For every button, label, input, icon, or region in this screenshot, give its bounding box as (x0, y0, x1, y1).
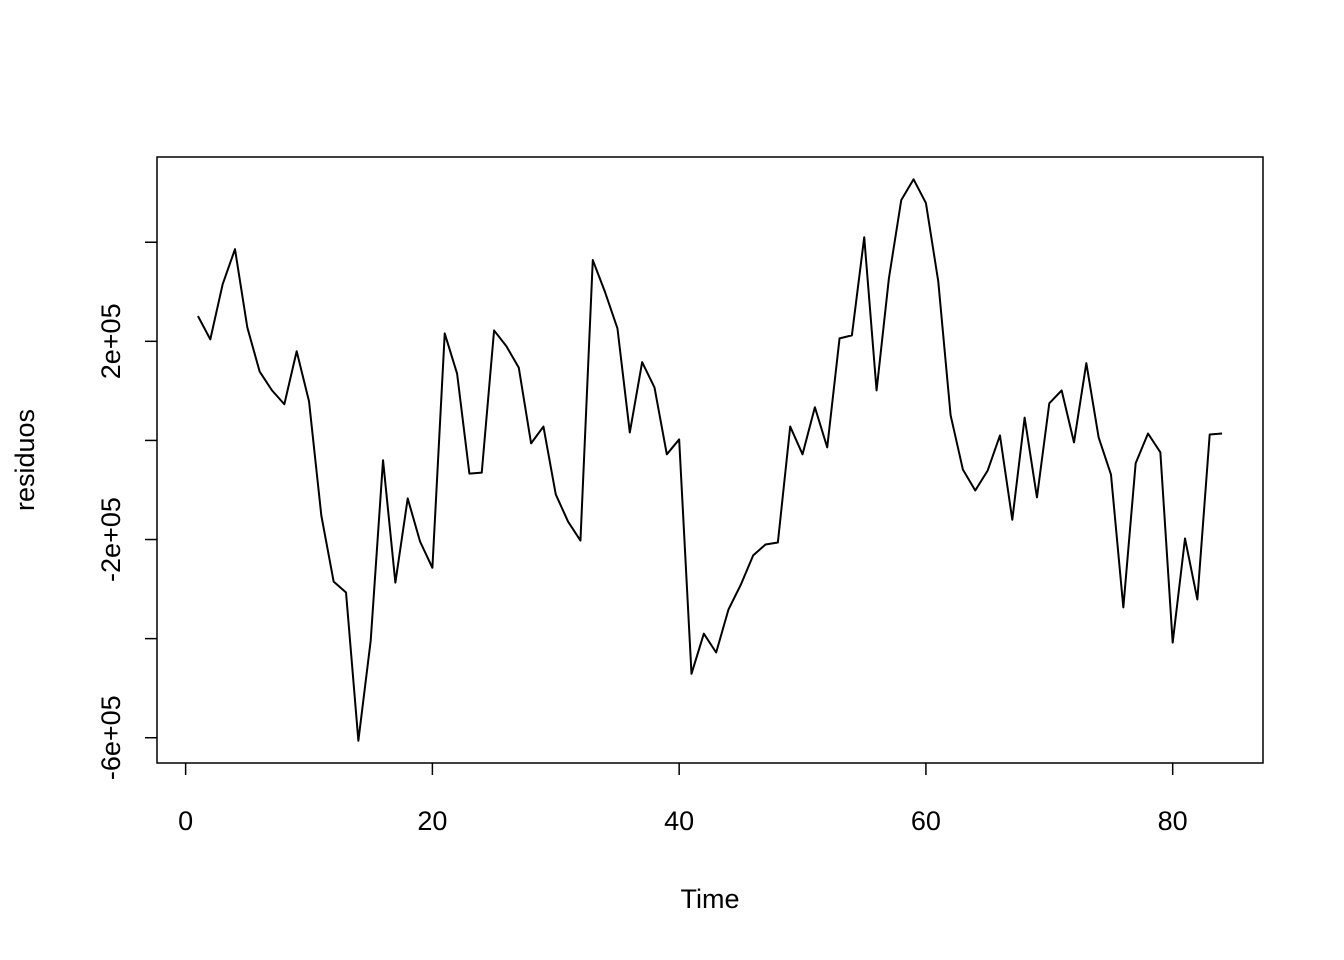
y-tick-label: 2e+05 (96, 303, 126, 379)
x-tick-label: 0 (178, 806, 193, 836)
y-tick-label: -6e+05 (96, 695, 126, 780)
x-axis-label: Time (681, 884, 740, 914)
series-line (197, 178, 1223, 742)
x-tick-label: 60 (911, 806, 941, 836)
x-tick-label: 40 (664, 806, 694, 836)
plot-box (156, 156, 1264, 764)
y-axis-label: residuos (10, 409, 40, 511)
x-tick-label: 20 (417, 806, 447, 836)
y-tick-label: -2e+05 (96, 497, 126, 582)
x-tick-label: 80 (1158, 806, 1188, 836)
